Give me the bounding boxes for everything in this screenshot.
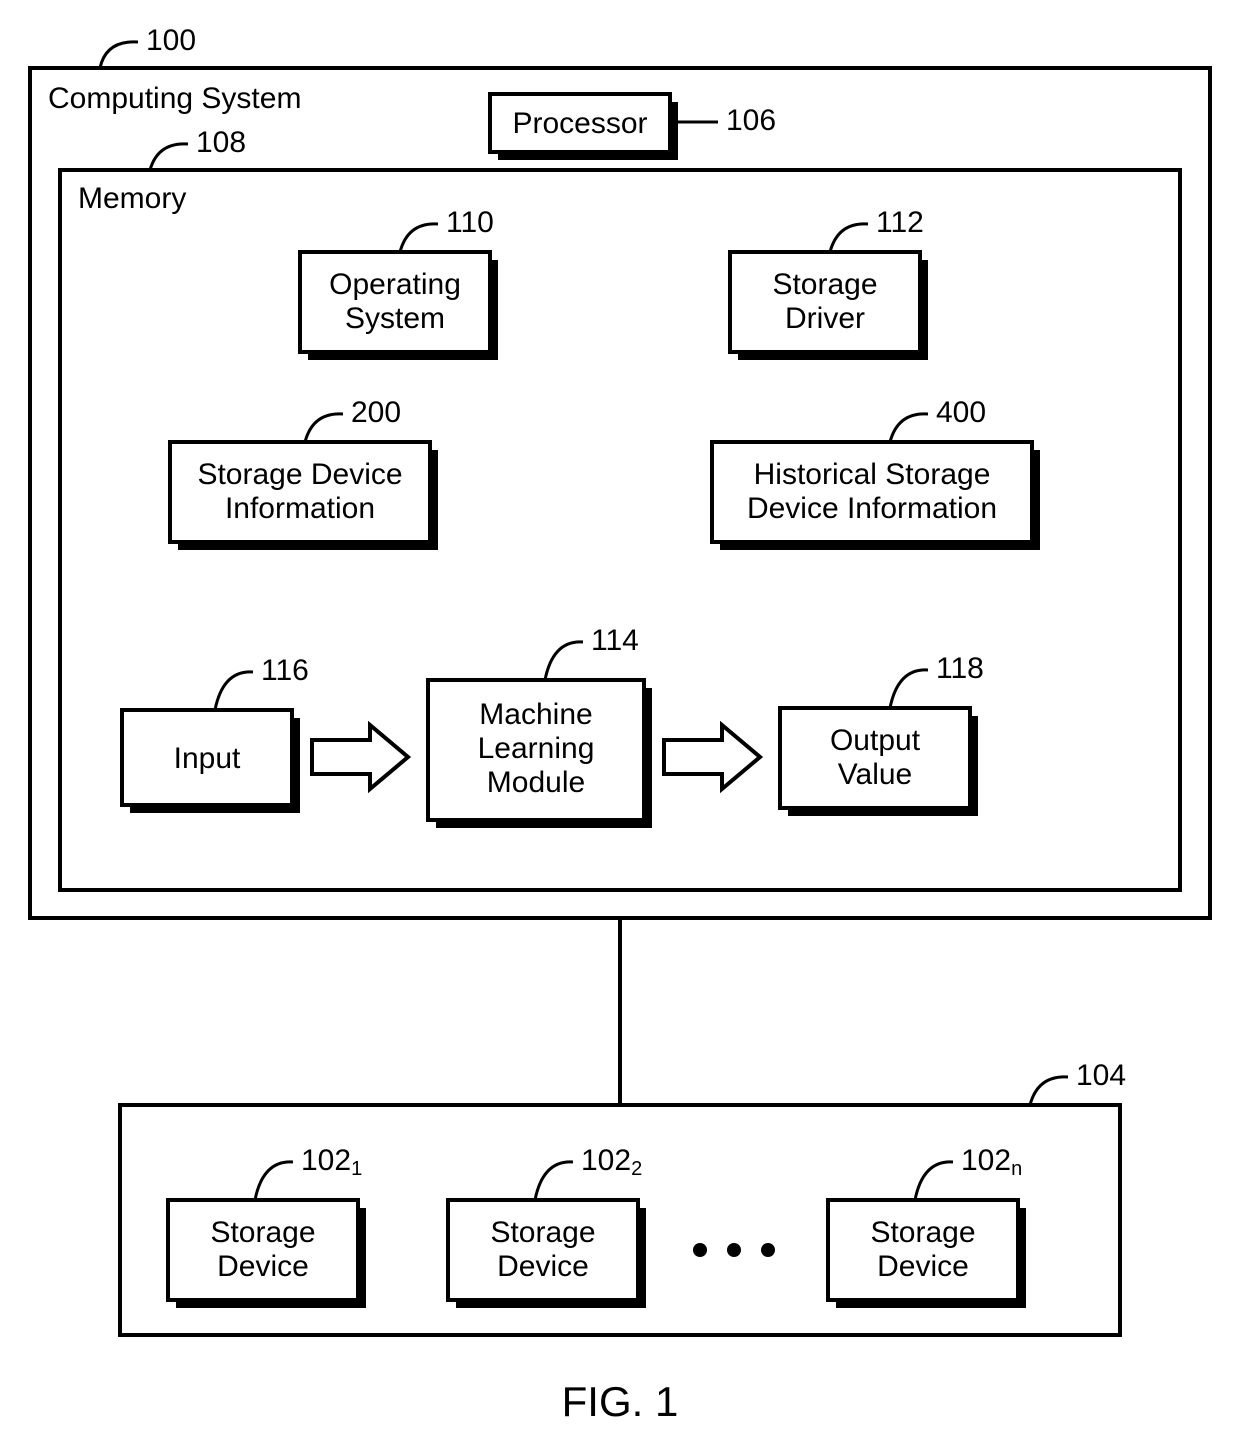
mlm-line1: Machine (479, 698, 592, 731)
sd2-line1: Storage (490, 1216, 595, 1249)
operating-system-line1: Operating (329, 268, 461, 301)
hist-line1: Historical Storage (754, 458, 991, 491)
output-line1: Output (830, 724, 921, 757)
output-line2: Value (838, 758, 913, 791)
figure-1-diagram: Computing System 100 Processor 106 Memor… (0, 0, 1240, 1446)
ref-114: 114 (591, 624, 639, 657)
sdn-line2: Device (877, 1250, 969, 1283)
computing-system-label: Computing System (48, 82, 301, 115)
storage-driver-line1: Storage (772, 268, 877, 301)
storage-driver-line2: Driver (785, 302, 865, 335)
sd2-line2: Device (497, 1250, 589, 1283)
ref-108: 108 (196, 126, 246, 159)
ref-400: 400 (936, 396, 986, 429)
input-label: Input (174, 742, 241, 775)
ref-104: 104 (1076, 1059, 1126, 1092)
ref-116: 116 (261, 654, 309, 687)
ref-106: 106 (726, 104, 776, 137)
sd1-line1: Storage (210, 1216, 315, 1249)
ref-112: 112 (876, 206, 924, 239)
sdi-line2: Information (225, 492, 375, 525)
ref-100: 100 (146, 24, 196, 57)
sdi-line1: Storage Device (197, 458, 402, 491)
ref-200: 200 (351, 396, 401, 429)
operating-system-line2: System (345, 302, 445, 335)
mlm-line3: Module (487, 766, 585, 799)
processor-label: Processor (512, 107, 647, 140)
sdn-line1: Storage (870, 1216, 975, 1249)
hist-line2: Device Information (747, 492, 997, 525)
mlm-line2: Learning (478, 732, 595, 765)
figure-label: FIG. 1 (562, 1378, 679, 1425)
sd1-line2: Device (217, 1250, 309, 1283)
ref-118: 118 (936, 652, 984, 685)
ref-110: 110 (446, 206, 494, 239)
memory-label: Memory (78, 182, 186, 215)
